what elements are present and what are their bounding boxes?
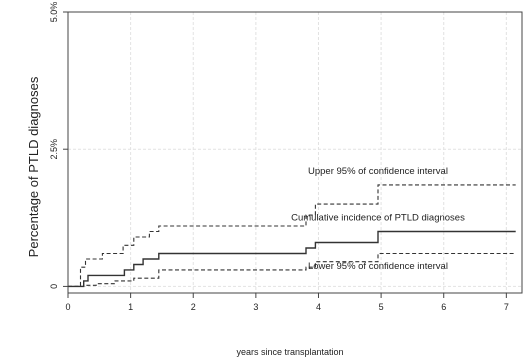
x-tick-label: 5	[379, 302, 384, 312]
lower-ci-label: Lower 95% of confidence interval	[308, 261, 448, 272]
x-tick-label: 2	[191, 302, 196, 312]
y-tick-label: 2.5%	[49, 139, 59, 160]
cumulative-incidence-line	[68, 230, 516, 288]
y-axis-label: Percentage of PTLD diagnoses	[26, 76, 41, 257]
x-tick-label: 6	[441, 302, 446, 312]
upper-ci-label: Upper 95% of confidence interval	[308, 166, 448, 177]
lower-ci-line	[68, 252, 516, 287]
y-tick-label: 0	[49, 284, 59, 289]
plot-frame	[67, 11, 523, 294]
upper-ci-line	[68, 184, 516, 287]
x-tick-label: 3	[253, 302, 258, 312]
curve-group	[68, 184, 516, 288]
x-tick-label: 1	[128, 302, 133, 312]
x-tick-label: 0	[65, 302, 70, 312]
cumulative-incidence-label: Cumulative incidence of PTLD diagnoses	[291, 213, 465, 224]
x-axis-label: years since transplantation	[236, 347, 343, 357]
annotation-labels: Upper 95% of confidence interval Cumulati…	[291, 166, 465, 272]
axes: 0 1 2 3 4 5 6 7 0 2.5% 5.0%	[49, 2, 523, 312]
x-tick-label: 4	[316, 302, 321, 312]
y-tick-label: 5.0%	[49, 2, 59, 23]
x-tick-label: 7	[504, 302, 509, 312]
grid-lines	[67, 11, 522, 293]
